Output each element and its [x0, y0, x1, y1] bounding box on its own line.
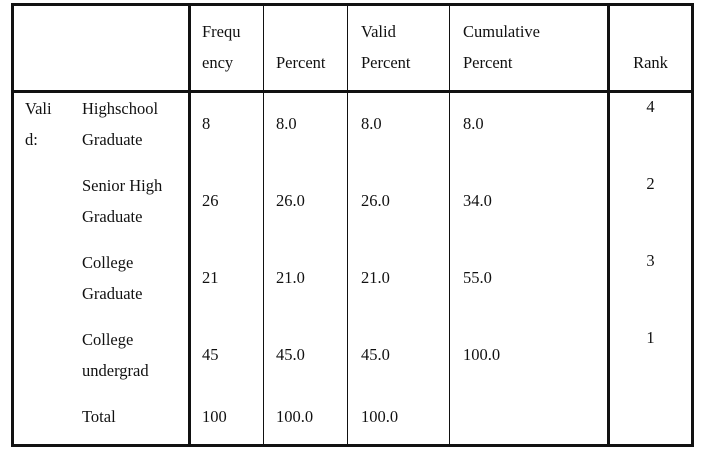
row-label: Total — [82, 407, 116, 426]
column-divider — [263, 6, 264, 444]
row-label: Highschool — [82, 99, 159, 118]
cell-valid-percent: 21.0 — [361, 268, 390, 287]
header-valid-percent: Valid — [361, 22, 396, 41]
group-label: Vali — [25, 99, 52, 118]
cell-rank: 3 — [646, 251, 655, 270]
column-divider — [607, 6, 610, 444]
cell-percent: 100.0 — [276, 407, 314, 426]
cell-percent: 21.0 — [276, 268, 305, 287]
cell-cumulative-percent: 8.0 — [463, 114, 484, 133]
header-frequency: ency — [202, 53, 234, 72]
cell-rank: 2 — [646, 174, 655, 193]
column-divider — [449, 6, 450, 444]
frequency-table: Frequ ency Percent Valid Percent Cumulat… — [11, 3, 694, 447]
cell-cumulative-percent: 34.0 — [463, 191, 492, 210]
cell-percent: 45.0 — [276, 345, 305, 364]
row-label: College — [82, 330, 134, 349]
cell-rank: 4 — [646, 97, 655, 116]
cell-cumulative-percent: 55.0 — [463, 268, 492, 287]
cell-percent: 8.0 — [276, 114, 297, 133]
column-divider — [188, 6, 191, 444]
header-cumulative-percent: Percent — [463, 53, 513, 72]
cell-frequency: 21 — [202, 268, 219, 287]
row-label: undergrad — [82, 361, 149, 380]
header-valid-percent: Percent — [361, 53, 411, 72]
cell-frequency: 8 — [202, 114, 211, 133]
cell-valid-percent: 45.0 — [361, 345, 390, 364]
row-label: College — [82, 253, 134, 272]
header-rank: Rank — [633, 53, 668, 72]
header-percent: Percent — [276, 53, 326, 72]
row-label: Graduate — [82, 130, 143, 149]
row-label: Senior High — [82, 176, 163, 195]
cell-valid-percent: 26.0 — [361, 191, 390, 210]
cell-percent: 26.0 — [276, 191, 305, 210]
header-divider — [14, 90, 691, 93]
row-label: Graduate — [82, 207, 143, 226]
cell-valid-percent: 100.0 — [361, 407, 399, 426]
cell-cumulative-percent: 100.0 — [463, 345, 501, 364]
header-cumulative-percent: Cumulative — [463, 22, 540, 41]
cell-frequency: 100 — [202, 407, 227, 426]
header-frequency: Frequ — [202, 22, 241, 41]
cell-frequency: 45 — [202, 345, 219, 364]
group-label: d: — [25, 130, 38, 149]
row-label: Graduate — [82, 284, 143, 303]
cell-rank: 1 — [646, 328, 655, 347]
cell-valid-percent: 8.0 — [361, 114, 382, 133]
cell-frequency: 26 — [202, 191, 219, 210]
column-divider — [347, 6, 348, 444]
